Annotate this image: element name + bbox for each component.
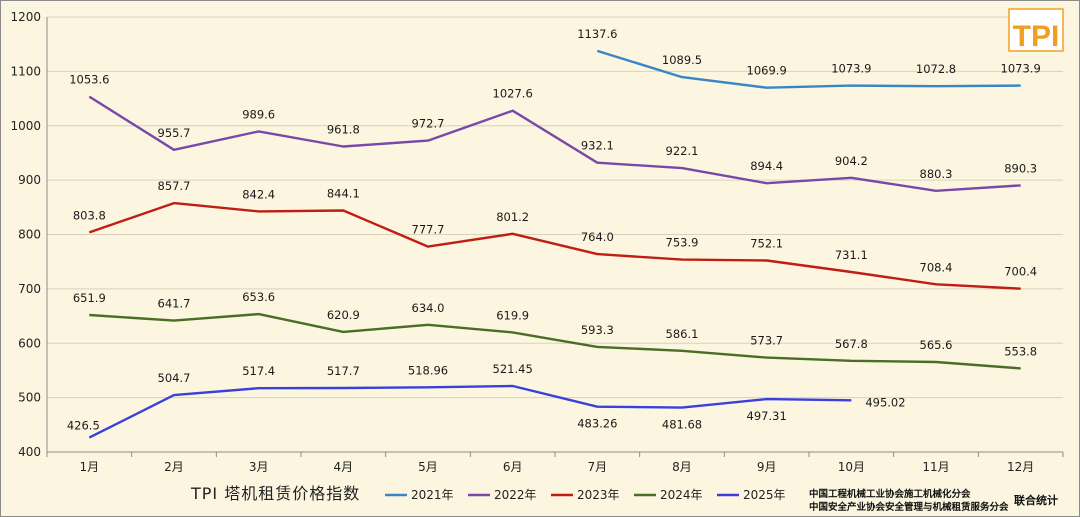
data-label: 641.7 [158, 297, 191, 311]
series-line-2021年 [596, 49, 1021, 89]
x-tick-label: 7月 [588, 460, 608, 474]
data-label: 844.1 [327, 187, 360, 201]
data-label: 932.1 [581, 139, 614, 153]
legend: 2021年 2022年 2023年 2024年 2025年 [385, 488, 786, 502]
data-label: 1073.9 [831, 62, 871, 76]
data-label: 972.7 [412, 117, 445, 131]
y-tick-label: 1200 [10, 10, 41, 24]
y-tick-label: 500 [18, 391, 41, 405]
y-tick-label: 400 [18, 445, 41, 459]
data-label: 483.26 [577, 417, 617, 431]
data-label: 922.1 [666, 144, 699, 158]
x-tick-label: 2月 [164, 460, 184, 474]
grid-lines [47, 16, 1063, 453]
legend-label: 2022年 [494, 488, 537, 502]
series-line-2025年 [88, 384, 852, 439]
series-line-2023年 [88, 201, 1021, 290]
data-label: 481.68 [662, 418, 702, 432]
data-label: 764.0 [581, 230, 614, 244]
data-label: 777.7 [412, 223, 445, 237]
legend-label: 2023年 [577, 488, 620, 502]
legend-label: 2025年 [743, 488, 786, 502]
data-label: 651.9 [73, 291, 106, 305]
data-label: 801.2 [496, 210, 529, 224]
logo-text: TPI [1013, 20, 1060, 53]
org-line-2: 中国安全产业协会安全管理与机械租赁服务分会 [809, 501, 1009, 513]
data-label: 880.3 [920, 167, 953, 181]
org-line-1: 中国工程机械工业协会施工机械化分会 [809, 488, 971, 500]
data-label: 517.7 [327, 364, 360, 378]
chart-title: TPI 塔机租赁价格指数 [190, 484, 360, 503]
x-axis: 1月 2月 3月 4月 5月 6月 7月 8月 9月 10月 11月 12月 [46, 452, 1064, 474]
data-label: 517.4 [242, 364, 275, 378]
data-label: 1137.6 [577, 27, 617, 41]
data-label: 1073.9 [1001, 62, 1041, 76]
y-tick-label: 700 [18, 282, 41, 296]
series-lines [88, 49, 1021, 439]
data-label: 567.8 [835, 337, 868, 351]
data-label: 495.02 [865, 395, 905, 409]
x-tick-label: 8月 [672, 460, 692, 474]
data-label: 593.3 [581, 323, 614, 337]
data-label: 1053.6 [69, 73, 109, 87]
y-tick-label: 1000 [10, 119, 41, 133]
x-tick-label: 4月 [334, 460, 354, 474]
series-line-2022年 [88, 95, 1021, 193]
y-tick-label: 800 [18, 228, 41, 242]
data-label: 842.4 [242, 187, 275, 201]
data-label: 894.4 [750, 159, 783, 173]
data-label: 619.9 [496, 308, 529, 322]
x-tick-label: 9月 [757, 460, 777, 474]
x-tick-label: 12月 [1007, 460, 1034, 474]
data-label: 518.96 [408, 363, 448, 377]
data-label: 573.7 [750, 334, 783, 348]
x-tick-label: 10月 [838, 460, 865, 474]
y-axis: 400 500 600 700 800 900 1000 1100 1200 [10, 10, 48, 459]
data-label: 586.1 [666, 327, 699, 341]
data-label: 1072.8 [916, 62, 956, 76]
data-label: 989.6 [242, 107, 275, 121]
data-label: 497.31 [747, 409, 787, 423]
data-labels: 1137.6 1089.5 1069.9 1073.9 1072.8 1073.9 1053… [67, 27, 1041, 433]
data-label: 955.7 [158, 126, 191, 140]
data-label: 752.1 [750, 237, 783, 251]
y-tick-label: 900 [18, 173, 41, 187]
data-label: 904.2 [835, 154, 868, 168]
data-label: 1027.6 [493, 87, 533, 101]
data-label: 708.4 [920, 260, 953, 274]
data-label: 426.5 [67, 419, 100, 433]
x-tick-label: 5月 [418, 460, 438, 474]
data-label: 634.0 [412, 301, 445, 315]
x-tick-label: 11月 [922, 460, 949, 474]
y-tick-label: 1100 [10, 64, 41, 78]
data-label: 565.6 [920, 338, 953, 352]
data-label: 1089.5 [662, 53, 702, 67]
joint-statistics-label: 联合统计 [1014, 493, 1058, 507]
data-label: 620.9 [327, 308, 360, 322]
data-label: 553.8 [1004, 344, 1037, 358]
legend-label: 2021年 [411, 488, 454, 502]
data-label: 731.1 [835, 248, 868, 262]
data-label: 1069.9 [747, 64, 787, 78]
data-label: 857.7 [158, 179, 191, 193]
data-label: 521.45 [493, 362, 533, 376]
y-tick-label: 600 [18, 336, 41, 350]
legend-label: 2024年 [660, 488, 703, 502]
x-tick-label: 6月 [503, 460, 523, 474]
data-label: 753.9 [666, 236, 699, 250]
data-label: 803.8 [73, 208, 106, 222]
tpi-logo: TPI [1008, 8, 1064, 53]
data-label: 653.6 [242, 290, 275, 304]
data-label: 961.8 [327, 123, 360, 137]
x-tick-label: 1月 [80, 460, 100, 474]
series-line-2024年 [89, 312, 1021, 370]
data-label: 700.4 [1004, 265, 1037, 279]
data-label: 890.3 [1004, 161, 1037, 175]
data-label: 504.7 [158, 371, 191, 385]
x-tick-label: 3月 [249, 460, 269, 474]
